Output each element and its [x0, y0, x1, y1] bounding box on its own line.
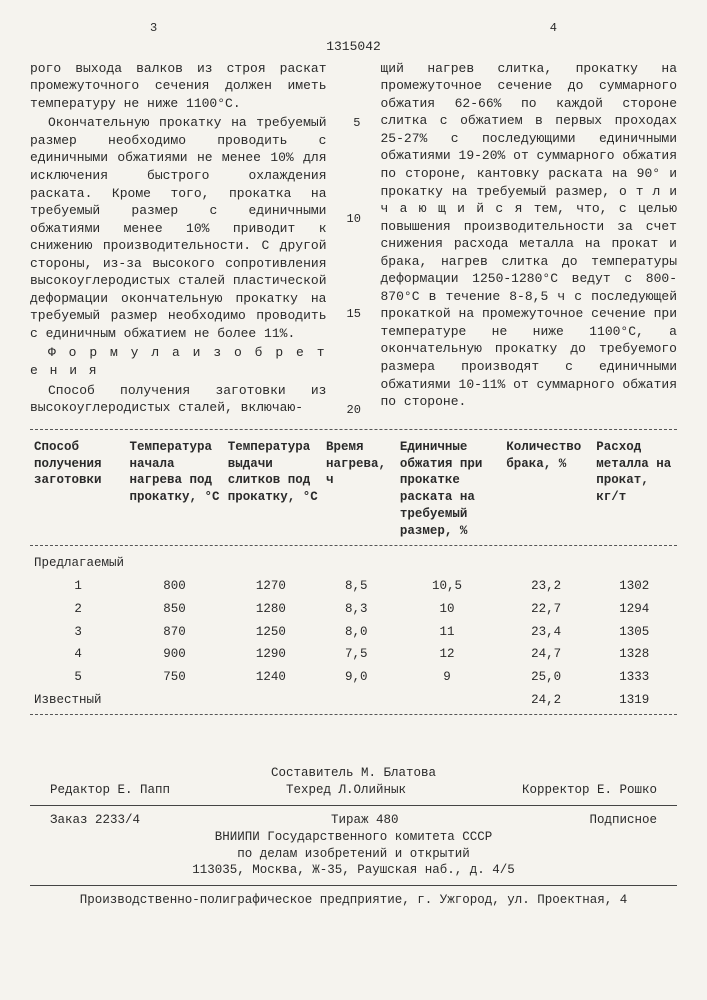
cell: 1333 [592, 666, 677, 689]
podpisnoe: Подписное [589, 812, 657, 829]
table-bottom-rule [30, 714, 677, 715]
line-marker: 15 [347, 306, 361, 322]
cell: 850 [126, 598, 222, 621]
footer-rule [30, 805, 677, 806]
cell: 900 [126, 643, 222, 666]
table-row: 3 870 1250 8,0 11 23,4 1305 [30, 621, 677, 644]
left-para-3: Способ получения заготовки из высокоугле… [30, 382, 327, 417]
cell: 1305 [592, 621, 677, 644]
cell: 1 [30, 575, 126, 598]
cell: 4 [30, 643, 126, 666]
cell: 3 [30, 621, 126, 644]
col-header: Время нагрева, ч [322, 436, 396, 543]
credits-row: Редактор Е. Папп Техред Л.Олийнык Коррек… [30, 782, 677, 799]
cell: 1250 [223, 621, 319, 644]
formula-heading: Ф о р м у л а и з о б р е т е н и я [30, 344, 327, 379]
text-columns: рого выхода валков из строя раскат проме… [30, 60, 677, 419]
page-num-left: 3 [150, 20, 157, 36]
cell: 23,4 [501, 621, 592, 644]
table-top-rule [30, 429, 677, 430]
address-2: Производственно-полиграфическое предприя… [30, 892, 677, 909]
cell: 1319 [592, 689, 677, 712]
col-header: Единичные обжатия при прокатке раската н… [396, 436, 502, 543]
table-header-rule [30, 545, 677, 546]
col-header: Количество брака, % [502, 436, 592, 543]
org-line-1: ВНИИПИ Государственного комитета СССР [30, 829, 677, 846]
cell: 24,7 [501, 643, 592, 666]
cell: 1280 [223, 598, 319, 621]
org-line-2: по делам изобретений и открытий [30, 846, 677, 863]
line-number-gutter: 5 10 15 20 [345, 60, 363, 419]
cell: 750 [126, 666, 222, 689]
document-number: 1315042 [30, 38, 677, 56]
cell: 9,0 [319, 666, 393, 689]
cell: 870 [126, 621, 222, 644]
cell [126, 689, 222, 712]
col-header: Расход металла на прокат, кг/т [592, 436, 677, 543]
col-header: Температура выдачи слитков под прокатку,… [224, 436, 322, 543]
col-header: Способ получения заготовки [30, 436, 126, 543]
table-row: 1 800 1270 8,5 10,5 23,2 1302 [30, 575, 677, 598]
cell [319, 689, 393, 712]
cell: 22,7 [501, 598, 592, 621]
cell: 8,5 [319, 575, 393, 598]
order-row: Заказ 2233/4 Тираж 480 Подписное [30, 812, 677, 829]
cell: 7,5 [319, 643, 393, 666]
cell: 11 [393, 621, 500, 644]
cell: 24,2 [501, 689, 592, 712]
footer: Составитель М. Блатова Редактор Е. Папп … [30, 765, 677, 909]
cell: 800 [126, 575, 222, 598]
cell: 12 [393, 643, 500, 666]
tirazh: Тираж 480 [331, 812, 399, 829]
footer-rule [30, 885, 677, 886]
cell: 25,0 [501, 666, 592, 689]
cell: 1290 [223, 643, 319, 666]
address-1: 113035, Москва, Ж-35, Раушская наб., д. … [30, 862, 677, 879]
order-number: Заказ 2233/4 [50, 812, 140, 829]
cell: 1240 [223, 666, 319, 689]
cell [393, 689, 500, 712]
group-label: Предлагаемый [30, 552, 677, 575]
left-para-1: рого выхода валков из строя раскат проме… [30, 60, 327, 113]
cell: 9 [393, 666, 500, 689]
group-label-row: Известный 24,2 1319 [30, 689, 677, 712]
techred: Техред Л.Олийнык [286, 782, 406, 799]
table-row: 4 900 1290 7,5 12 24,7 1328 [30, 643, 677, 666]
editor: Редактор Е. Папп [50, 782, 170, 799]
page-num-right: 4 [550, 20, 557, 36]
cell: 1328 [592, 643, 677, 666]
right-column: щий нагрев слитка, прокатку на промежуто… [381, 60, 678, 419]
data-table-body: Предлагаемый 1 800 1270 8,5 10,5 23,2 13… [30, 552, 677, 712]
cell: 10,5 [393, 575, 500, 598]
col-header: Температура начала нагрева под прокатку,… [126, 436, 224, 543]
cell: 8,3 [319, 598, 393, 621]
right-para-1: щий нагрев слитка, прокатку на промежуто… [381, 60, 678, 411]
cell: 1270 [223, 575, 319, 598]
left-para-2: Окончательную прокатку на требуемый разм… [30, 114, 327, 342]
line-marker: 20 [347, 402, 361, 418]
corrector: Корректор Е. Рошко [522, 782, 657, 799]
left-column: рого выхода валков из строя раскат проме… [30, 60, 327, 419]
cell: 8,0 [319, 621, 393, 644]
table-row: 5 750 1240 9,0 9 25,0 1333 [30, 666, 677, 689]
cell: 5 [30, 666, 126, 689]
cell [223, 689, 319, 712]
cell: 10 [393, 598, 500, 621]
cell: 2 [30, 598, 126, 621]
cell: 1294 [592, 598, 677, 621]
data-table: Способ получения заготовки Температура н… [30, 436, 677, 543]
group-label: Известный [30, 689, 126, 712]
line-marker: 5 [347, 115, 361, 131]
table-row: 2 850 1280 8,3 10 22,7 1294 [30, 598, 677, 621]
line-marker: 10 [347, 211, 361, 227]
compiler-line: Составитель М. Блатова [30, 765, 677, 782]
cell: 23,2 [501, 575, 592, 598]
cell: 1302 [592, 575, 677, 598]
group-label-row: Предлагаемый [30, 552, 677, 575]
table-header-row: Способ получения заготовки Температура н… [30, 436, 677, 543]
